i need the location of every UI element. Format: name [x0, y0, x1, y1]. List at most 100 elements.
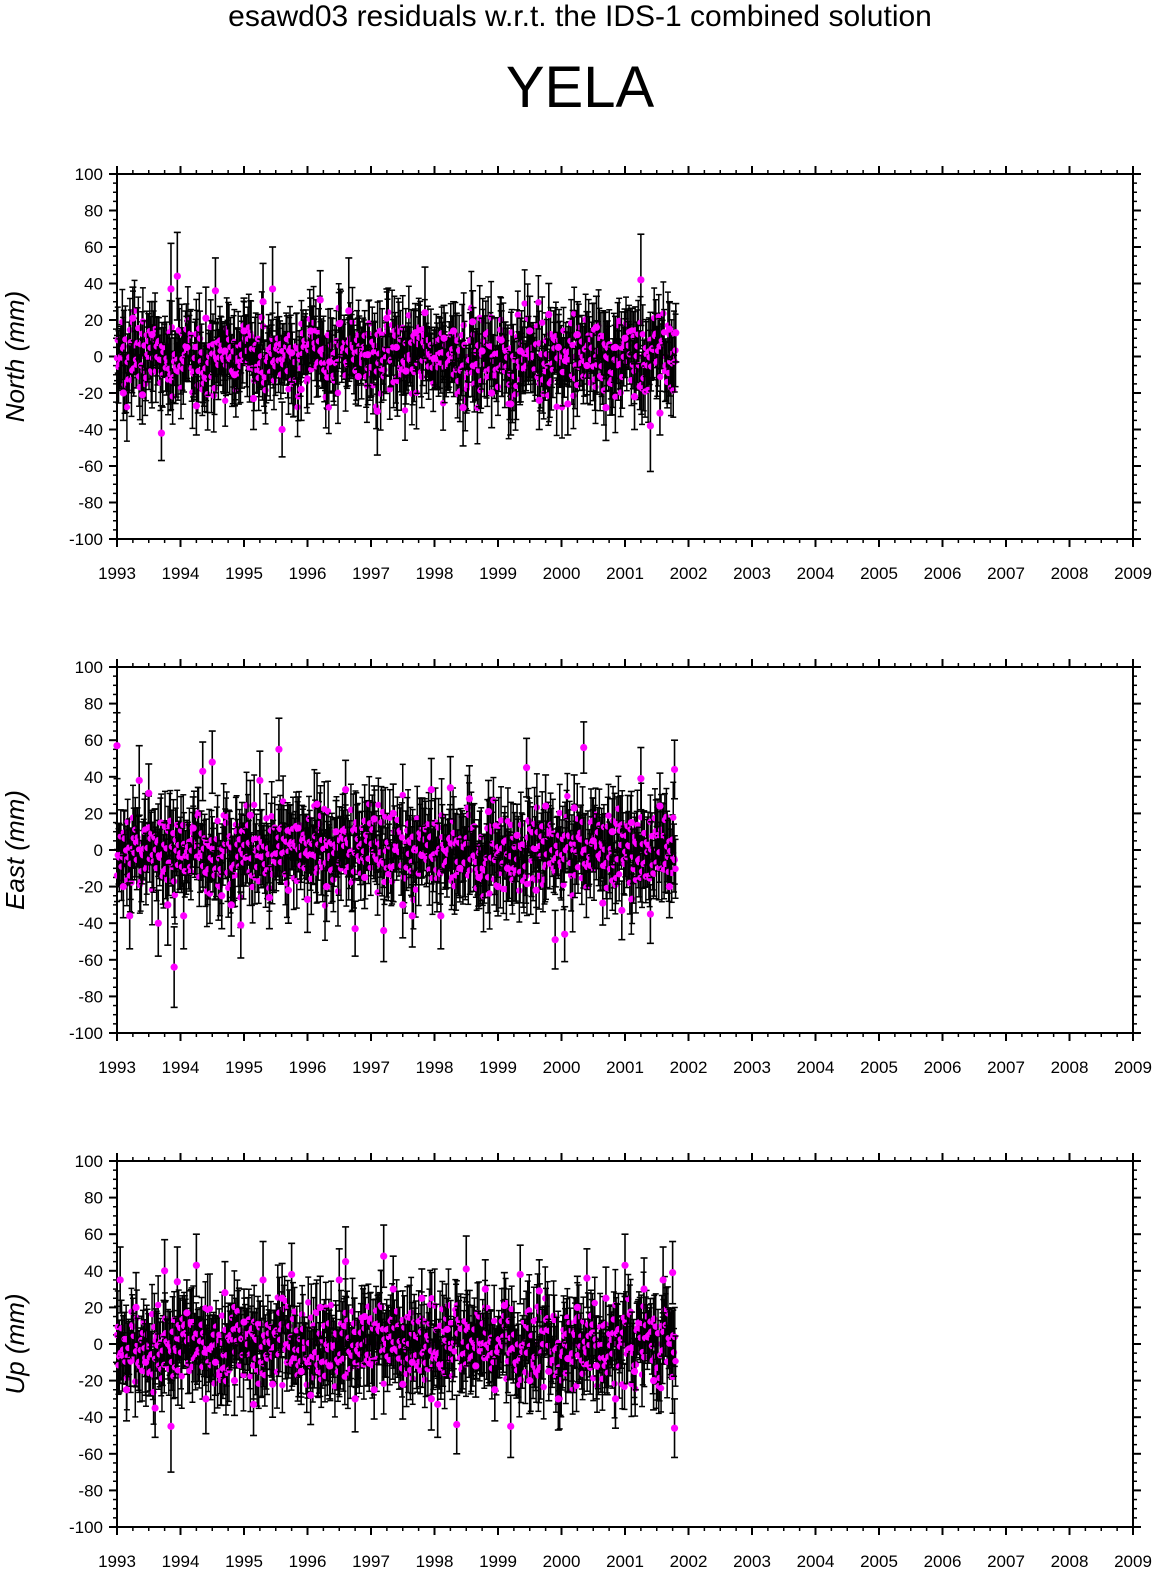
y-axis-label: North (mm) [0, 291, 30, 422]
data-point [430, 354, 439, 362]
data-point [211, 287, 220, 295]
data-point [259, 298, 267, 306]
x-tick-label: 1995 [225, 1058, 263, 1077]
data-point [554, 343, 562, 351]
data-point [247, 332, 255, 340]
x-tick-label: 1998 [416, 1058, 454, 1077]
data-point [553, 403, 560, 410]
data-point [364, 351, 372, 359]
data-point [418, 373, 425, 381]
y-tick-label: 0 [94, 348, 103, 367]
data-point [129, 314, 137, 322]
data-point [268, 285, 277, 293]
data-point [512, 391, 519, 398]
data-point [221, 347, 229, 355]
data-point [222, 819, 230, 827]
x-tick-label: 2007 [987, 1058, 1025, 1077]
x-tick-label: 1999 [479, 564, 517, 583]
data-point [159, 872, 166, 880]
chart-panel-1: 1993 1994 1995 1996 1997 1998 1999 2000 2001 2002… [0, 165, 1152, 583]
data-point [411, 329, 420, 337]
y-tick-label: 40 [84, 275, 103, 294]
y-axis-label: East (mm) [0, 790, 30, 910]
data-point [449, 327, 458, 335]
data-point [545, 310, 553, 319]
data-point [330, 876, 337, 883]
data-point [167, 285, 175, 293]
data-point [171, 891, 179, 899]
data-point [334, 888, 342, 895]
data-point [148, 331, 156, 339]
y-tick-label: -60 [78, 951, 103, 970]
data-point [240, 327, 248, 335]
x-tick-label: 2003 [733, 564, 771, 583]
data-point [587, 379, 594, 386]
data-point [135, 838, 142, 845]
data-point [314, 864, 321, 872]
data-point [612, 393, 619, 400]
x-tick-label: 1993 [98, 564, 136, 583]
x-tick-label: 1994 [162, 1058, 200, 1077]
data-point [230, 371, 239, 379]
data-point [170, 878, 178, 885]
data-point [157, 429, 166, 437]
data-point [221, 847, 228, 855]
data-point [123, 403, 131, 411]
x-tick-label: 2002 [670, 1058, 708, 1077]
y-tick-label: -80 [78, 987, 103, 1006]
data-point [564, 400, 572, 408]
data-point [526, 327, 534, 335]
y-tick-label: -40 [78, 914, 103, 933]
y-tick-label: 80 [84, 202, 103, 221]
data-point [326, 358, 334, 366]
x-tick-label: 1996 [289, 1058, 327, 1077]
y-tick-label: -60 [78, 457, 103, 476]
x-tick-label: 2005 [860, 1058, 898, 1077]
y-tick-label: -20 [78, 878, 103, 897]
data-point [222, 397, 229, 404]
data-point [268, 813, 275, 820]
data-point [497, 336, 505, 344]
x-tick-label: 2006 [924, 564, 962, 583]
data-point [333, 337, 340, 345]
y-tick-label: -80 [78, 494, 103, 513]
x-tick-label: 2000 [543, 1058, 581, 1077]
data-point [126, 326, 134, 334]
data-point [386, 386, 393, 393]
data-point [349, 318, 356, 326]
x-tick-label: 2000 [543, 564, 581, 583]
data-point [440, 334, 448, 342]
data-point [297, 385, 305, 393]
data-point [478, 347, 486, 355]
data-point [621, 334, 629, 342]
data-point [583, 362, 591, 370]
y-tick-label: 40 [84, 768, 103, 787]
x-tick-label: 1997 [352, 1058, 390, 1077]
data-point [307, 327, 315, 335]
data-point [143, 864, 150, 871]
data-point [488, 389, 496, 397]
data-point [514, 311, 522, 319]
data-point [602, 404, 610, 412]
data-point [535, 299, 542, 306]
y-tick-label: 60 [84, 238, 103, 257]
data-point [325, 404, 333, 411]
data-point [521, 300, 528, 307]
data-point [538, 319, 546, 326]
data-point [665, 325, 674, 333]
data-point [385, 309, 392, 316]
data-point [383, 314, 391, 322]
x-tick-label: 2003 [733, 1058, 771, 1077]
data-point [202, 314, 210, 322]
data-point [192, 402, 200, 410]
data-point [460, 322, 467, 329]
data-point [660, 329, 668, 336]
chart-panel-2: 1993 1994 1995 1996 1997 1998 1999 2000 2001 2002… [0, 658, 1152, 1077]
x-tick-label: 2004 [797, 564, 835, 583]
data-point [558, 404, 566, 411]
data-point [569, 341, 576, 349]
data-point [249, 394, 258, 403]
data-point [345, 307, 353, 315]
y-tick-label: 100 [75, 658, 103, 677]
